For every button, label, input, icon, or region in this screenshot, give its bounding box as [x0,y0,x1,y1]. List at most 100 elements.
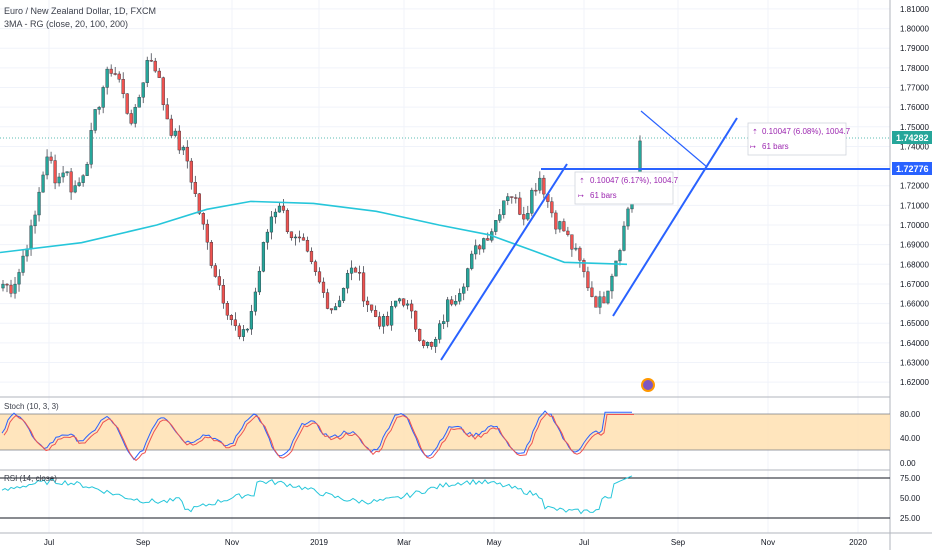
candle-body [542,177,546,195]
candle-body [37,191,41,216]
candle-body [217,276,221,286]
candle-body [41,174,45,193]
chart-title: Euro / New Zealand Dollar, 1D, FXCM [4,6,157,16]
candle-body [390,306,394,326]
measure-box [747,122,847,156]
candle-body [165,104,169,120]
candle-body [157,70,161,78]
trend-lines[interactable] [440,110,890,361]
price-axis[interactable]: 1.81000 1.80000 1.79000 1.78000 1.77000 1.760… [900,5,929,387]
candle-body [229,315,233,321]
candle-body [606,290,610,304]
time-tick: Nov [225,538,239,547]
candle-body [161,77,165,105]
candle-body [538,177,542,191]
candle-body [534,189,538,192]
candle-body [434,339,438,347]
price-tick: 1.76000 [900,103,929,112]
candle-body [121,79,125,94]
candle-body [109,68,113,74]
time-axis[interactable]: Jul Sep Nov 2019 Mar May Jul Sep Nov 2020 [44,538,868,547]
candle-body [341,287,346,301]
price-tick: 1.80000 [900,25,929,34]
candle-body [418,328,422,341]
candle-body [618,250,622,262]
candle-body [458,293,462,302]
candle-body [586,271,590,289]
candle-body [494,220,498,232]
candle-body [149,60,153,62]
trend-line-left[interactable] [440,163,568,361]
candle-body [582,260,586,272]
candle-body [29,225,33,249]
price-tick: 1.71000 [900,201,929,210]
measure-lower[interactable]: ⇡ 0.10047 (6.17%), 1004.7 ↦ 61 bars [574,171,679,205]
ma-200-line [0,200,628,266]
stoch-lines [1,410,634,462]
last-price-value: 1.74282 [896,133,929,143]
candle-body [73,185,77,193]
candle-body [550,201,554,214]
candle-body [1,283,5,289]
candle-body [213,265,217,277]
candle-body [101,87,105,108]
candle-body [209,241,213,266]
candle-body [221,285,225,304]
price-tick: 1.63000 [900,359,929,368]
candle-body [526,213,530,220]
candle-body [530,189,534,214]
candle-body [622,225,626,251]
candle-body [470,253,474,269]
price-tick: 1.67000 [900,280,929,289]
candle-body [257,270,262,293]
event-flag-icon[interactable] [641,378,655,392]
candle-body [430,342,434,347]
candle-body [81,175,85,183]
candle-body [9,284,13,294]
price-tick: 1.77000 [900,84,929,93]
projection-line[interactable] [640,110,708,168]
trend-line-right[interactable] [612,117,738,317]
candle-body [301,237,306,241]
stoch-tick: 0.00 [900,459,916,468]
candle-body [309,250,314,262]
time-tick: Sep [671,538,686,547]
candle-body [570,234,574,250]
candle-body [233,319,237,327]
measure-lower-bars: 61 bars [590,191,617,200]
candle-body [225,303,229,316]
candle-body [466,268,470,288]
price-tick: 1.65000 [900,319,929,328]
candle-body [369,304,374,311]
candle-body [237,325,241,337]
candle-body [93,109,97,131]
candle-body [478,245,482,250]
measure-box [574,171,674,205]
candle-body [105,68,109,88]
candle-body [386,316,390,326]
indicator-label: 3MA - RG (close, 20, 100, 200) [4,19,129,29]
candle-body [626,208,630,227]
candle-body [313,261,318,272]
candle-body [602,296,606,304]
grid-lines [0,0,890,533]
candle-body [329,308,334,311]
measure-up-icon: ⇡ [579,177,585,185]
measure-bars-icon: ↦ [750,144,756,151]
price-tick: 1.64000 [900,339,929,348]
candle-body [410,303,414,312]
stoch-band [0,414,890,450]
candle-body [281,205,286,211]
time-tick: Nov [761,538,775,547]
price-tick: 1.66000 [900,300,929,309]
stoch-d-line [3,412,634,462]
measure-upper[interactable]: ⇡ 0.10047 (6.08%), 1004.7 ↦ 61 bars [747,122,851,156]
candle-body [53,160,57,184]
candle-body [377,316,382,327]
candle-body [177,130,181,151]
candle-body [133,107,137,124]
measure-bars-icon: ↦ [578,193,584,200]
candle-body [353,267,358,273]
candle-body [506,196,510,201]
